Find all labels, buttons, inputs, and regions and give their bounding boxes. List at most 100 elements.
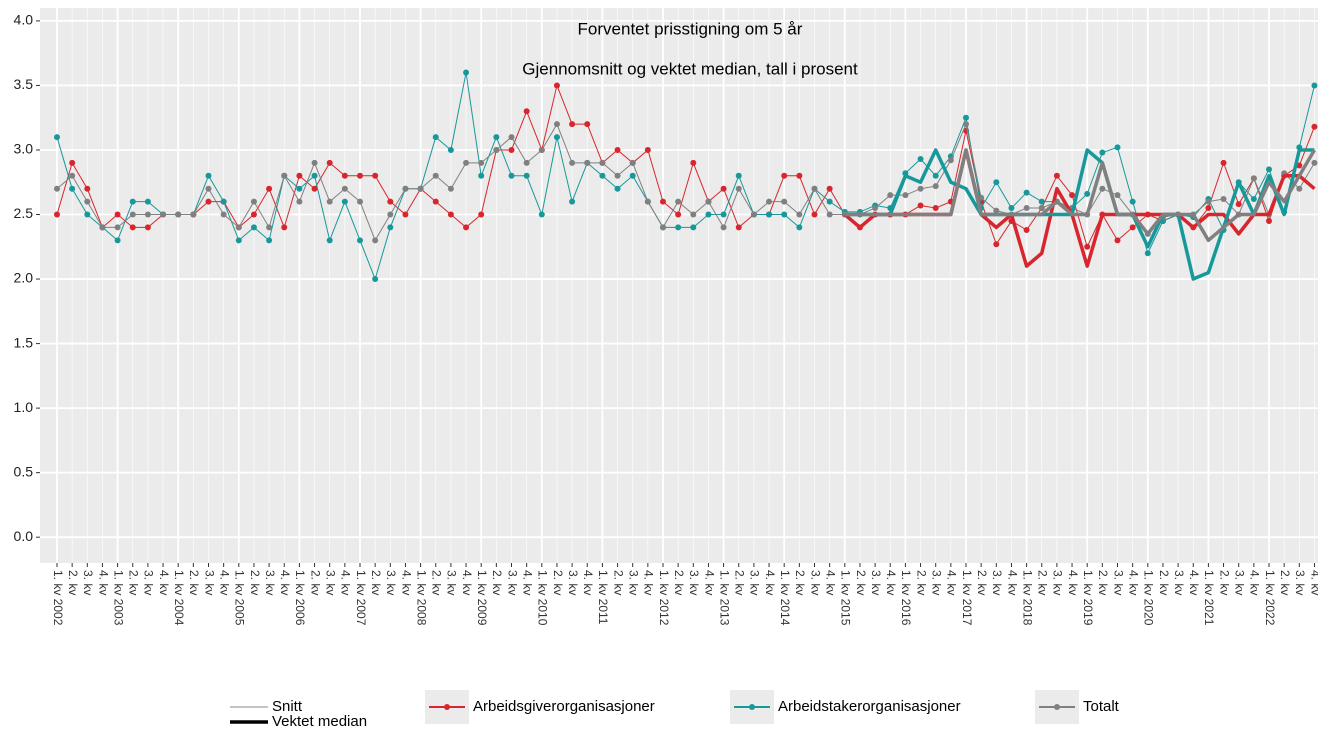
x-tick-label: 4. kv bbox=[945, 570, 959, 595]
x-tick-label: 3. kv bbox=[384, 570, 398, 595]
point bbox=[114, 237, 121, 244]
point bbox=[705, 198, 712, 205]
point bbox=[372, 276, 379, 283]
x-tick-label: 4. kv bbox=[1248, 570, 1262, 595]
x-tick-label: 4. kv bbox=[520, 570, 534, 595]
point bbox=[750, 211, 757, 218]
point bbox=[69, 159, 76, 166]
point bbox=[690, 224, 697, 231]
x-tick-label: 4. kv bbox=[96, 570, 110, 595]
y-tick-label: 3.5 bbox=[14, 76, 34, 92]
point bbox=[523, 108, 530, 115]
x-tick-label: 3. kv bbox=[1051, 570, 1065, 595]
x-tick-label: 3. kv bbox=[627, 570, 641, 595]
point bbox=[1266, 166, 1272, 173]
legend-key bbox=[749, 704, 755, 710]
point bbox=[235, 237, 242, 244]
point bbox=[1144, 250, 1151, 257]
point bbox=[553, 82, 560, 89]
point bbox=[781, 198, 788, 205]
point bbox=[796, 224, 803, 231]
x-tick-label: 2. kv bbox=[187, 570, 201, 595]
point bbox=[1250, 175, 1257, 182]
point bbox=[781, 211, 788, 218]
point bbox=[326, 237, 333, 244]
point bbox=[341, 198, 348, 205]
x-tick-label: 2. kv bbox=[1278, 570, 1292, 595]
point bbox=[1311, 82, 1318, 89]
point bbox=[508, 146, 515, 153]
point bbox=[447, 146, 454, 153]
legend-label: Totalt bbox=[1083, 698, 1120, 715]
point bbox=[205, 198, 212, 205]
point bbox=[1311, 159, 1318, 166]
point bbox=[690, 211, 697, 218]
point bbox=[478, 211, 485, 218]
point bbox=[357, 198, 363, 205]
point bbox=[341, 172, 348, 179]
point bbox=[1114, 192, 1121, 199]
point bbox=[1129, 224, 1136, 231]
point bbox=[129, 224, 136, 231]
point bbox=[947, 157, 954, 164]
point bbox=[54, 134, 60, 141]
x-tick-label: 4. kv bbox=[884, 570, 898, 595]
median-line bbox=[844, 148, 1316, 243]
point bbox=[281, 224, 288, 231]
x-tick-label: 1. kv 2007 bbox=[354, 570, 368, 626]
point bbox=[569, 198, 576, 205]
x-tick-label: 2. kv bbox=[611, 570, 625, 595]
point bbox=[402, 211, 409, 218]
x-tick-label: 3. kv bbox=[505, 570, 519, 595]
x-tick-label: 3. kv bbox=[1172, 570, 1186, 595]
x-tick-label: 4. kv bbox=[399, 570, 413, 595]
x-tick-label: 2. kv bbox=[66, 570, 80, 595]
point bbox=[917, 156, 924, 163]
x-tick-label: 1. kv 2011 bbox=[596, 570, 610, 625]
x-tick-label: 1. kv 2021 bbox=[1202, 570, 1216, 626]
legend-label: Arbeidstakerorganisasjoner bbox=[778, 698, 961, 715]
point bbox=[432, 198, 439, 205]
x-tick-label: 3. kv bbox=[324, 570, 338, 595]
y-tick-label: 1.0 bbox=[14, 399, 34, 415]
x-tick-label: 1. kv 2006 bbox=[293, 570, 307, 626]
x-tick-label: 1. kv 2008 bbox=[414, 570, 428, 626]
point bbox=[523, 159, 530, 166]
x-tick-label: 2. kv bbox=[490, 570, 504, 595]
point bbox=[311, 159, 318, 166]
x-tick-label: 3. kv bbox=[566, 570, 580, 595]
point bbox=[902, 192, 909, 199]
point bbox=[963, 121, 969, 128]
legend-label: Vektet median bbox=[272, 713, 367, 730]
axes: 0.00.51.01.52.02.53.03.54.01. kv 2002 2. … bbox=[14, 12, 1318, 626]
x-tick-label: 4. kv bbox=[217, 570, 231, 595]
point bbox=[326, 159, 333, 166]
x-tick-label: 2. kv bbox=[1096, 570, 1110, 595]
point bbox=[478, 172, 485, 179]
point bbox=[993, 241, 1000, 248]
point bbox=[1205, 198, 1212, 205]
x-tick-label: 2. kv bbox=[127, 570, 141, 595]
snitt-line bbox=[56, 84, 1315, 248]
y-tick-label: 0.5 bbox=[14, 463, 34, 479]
x-tick-label: 2. kv bbox=[672, 570, 686, 595]
point bbox=[1099, 149, 1106, 156]
x-tick-label: 1. kv 2004 bbox=[172, 570, 186, 626]
point bbox=[599, 159, 606, 166]
point bbox=[387, 198, 394, 205]
point bbox=[447, 185, 454, 192]
point bbox=[387, 211, 394, 218]
point bbox=[1235, 201, 1242, 208]
point bbox=[144, 198, 151, 205]
x-tick-label: 2. kv bbox=[1217, 570, 1231, 595]
point bbox=[675, 211, 682, 218]
point bbox=[932, 172, 939, 179]
point bbox=[160, 211, 167, 218]
point bbox=[508, 172, 515, 179]
x-tick-label: 1. kv 2002 bbox=[51, 570, 65, 626]
point bbox=[220, 198, 227, 205]
x-tick-label: 1. kv 2013 bbox=[717, 570, 731, 626]
x-tick-label: 2. kv bbox=[308, 570, 322, 595]
x-tick-label: 2. kv bbox=[369, 570, 383, 595]
